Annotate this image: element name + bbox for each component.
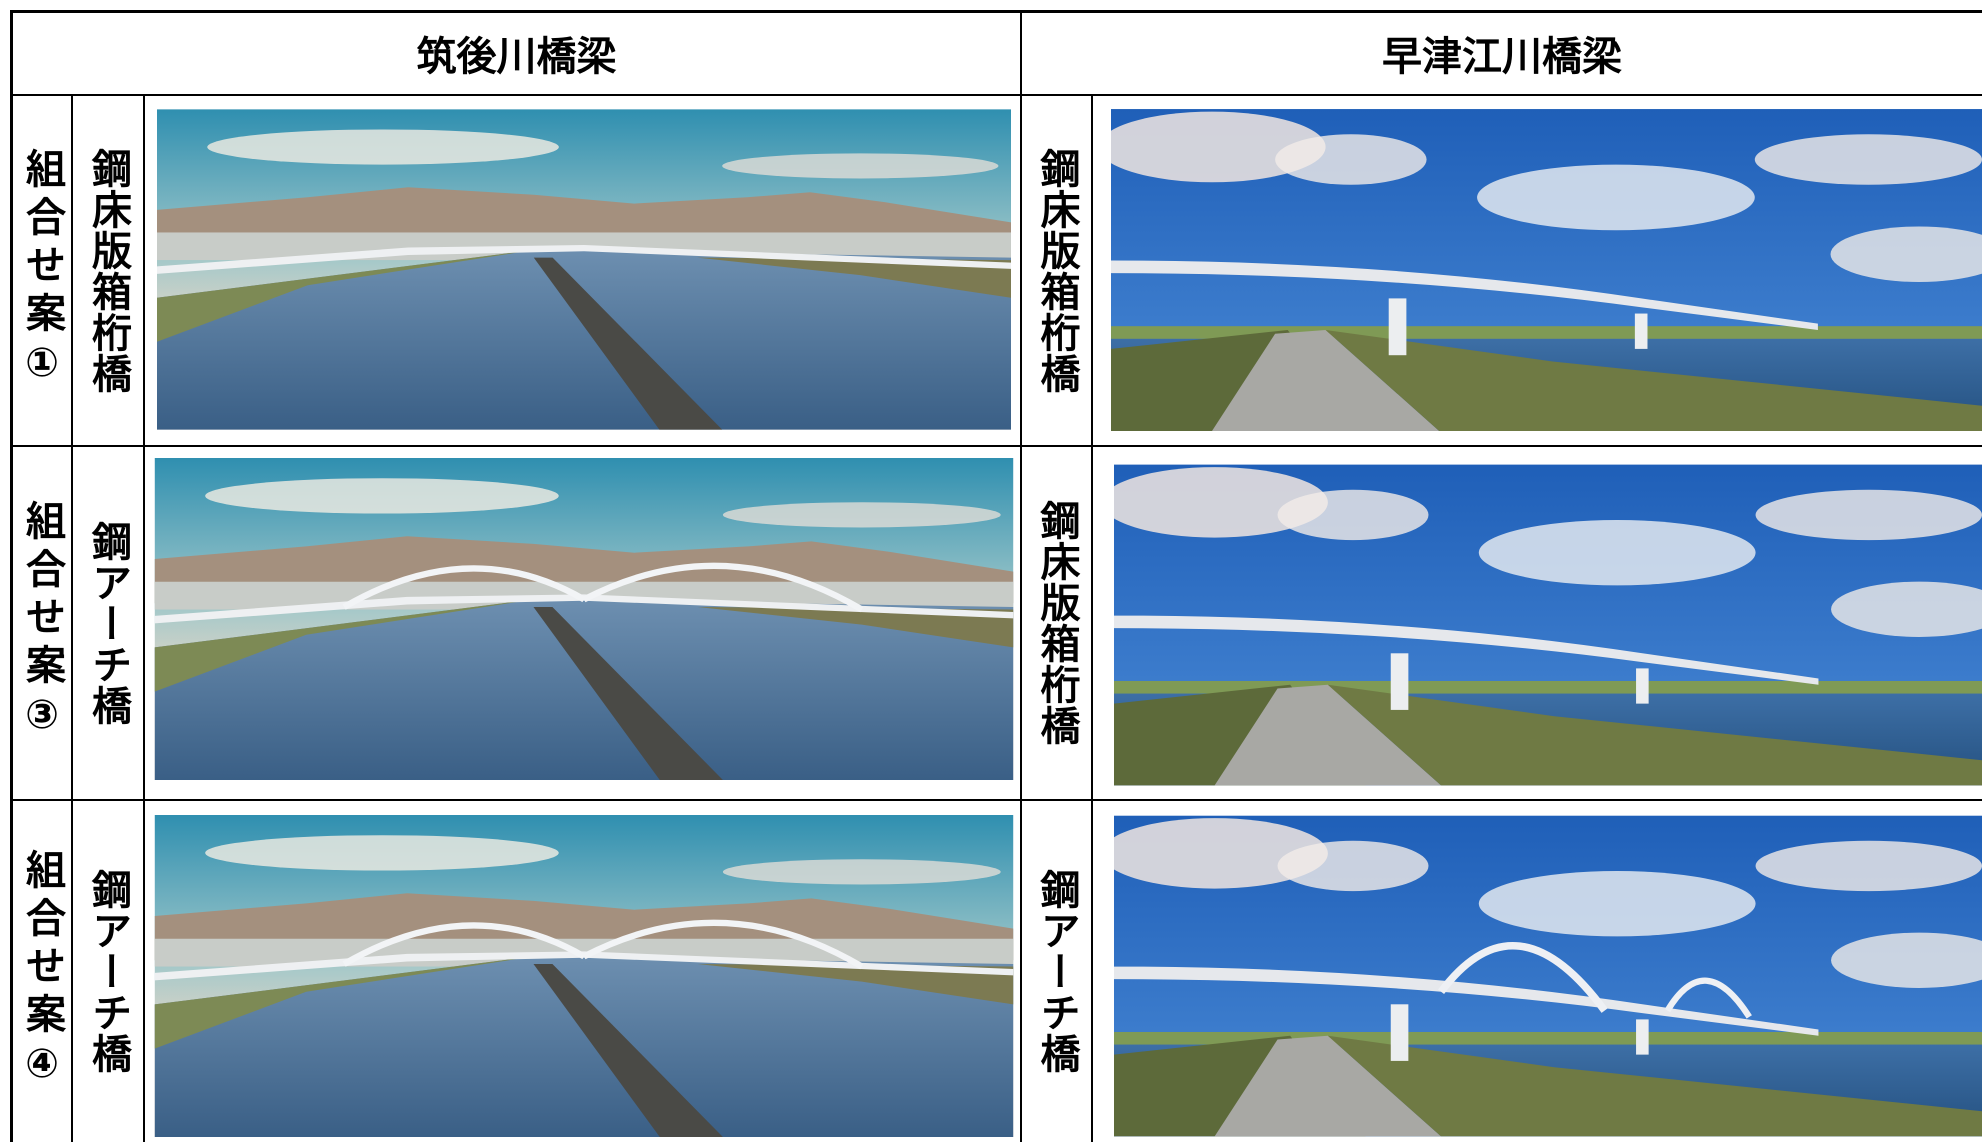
photo — [1114, 464, 1982, 786]
plan-label: 組合せ案① — [13, 96, 71, 445]
type-label: 鋼アーチ橋 — [73, 801, 143, 1142]
header-left: 筑後川橋梁 — [416, 33, 617, 80]
photo — [157, 109, 1011, 430]
photo — [1114, 815, 1982, 1137]
header-right: 早津江川橋梁 — [1382, 33, 1622, 80]
border — [10, 10, 1982, 13]
border — [10, 94, 1982, 96]
border — [143, 95, 145, 1142]
plan-label: 組合せ案④ — [13, 801, 71, 1142]
type-label: 鋼アーチ橋 — [73, 447, 143, 799]
type-label: 鋼アーチ橋 — [1022, 801, 1091, 1142]
border — [10, 445, 1982, 447]
label-text: 組合せ案④ — [19, 848, 65, 1095]
type-label: 鋼床版箱桁橋 — [1022, 447, 1091, 799]
photo — [154, 458, 1014, 780]
photo — [154, 815, 1014, 1137]
label-text: 鋼床版箱桁橋 — [1033, 500, 1080, 746]
border — [1020, 10, 1022, 1142]
border — [10, 799, 1982, 801]
plan-label: 組合せ案③ — [13, 447, 71, 799]
label-text: 組合せ案③ — [19, 500, 65, 746]
border — [10, 10, 13, 1142]
label-text: 鋼床版箱桁橋 — [85, 147, 131, 394]
border — [71, 95, 73, 1142]
photo — [1111, 109, 1982, 431]
border — [1091, 95, 1093, 1142]
label-text: 鋼アーチ橋 — [85, 520, 131, 726]
label-text: 組合せ案① — [19, 147, 65, 394]
type-label: 鋼床版箱桁橋 — [73, 96, 143, 445]
type-label: 鋼床版箱桁橋 — [1022, 96, 1091, 445]
label-text: 鋼アーチ橋 — [85, 869, 131, 1074]
label-text: 鋼アーチ橋 — [1033, 869, 1080, 1074]
label-text: 鋼床版箱桁橋 — [1033, 147, 1080, 394]
